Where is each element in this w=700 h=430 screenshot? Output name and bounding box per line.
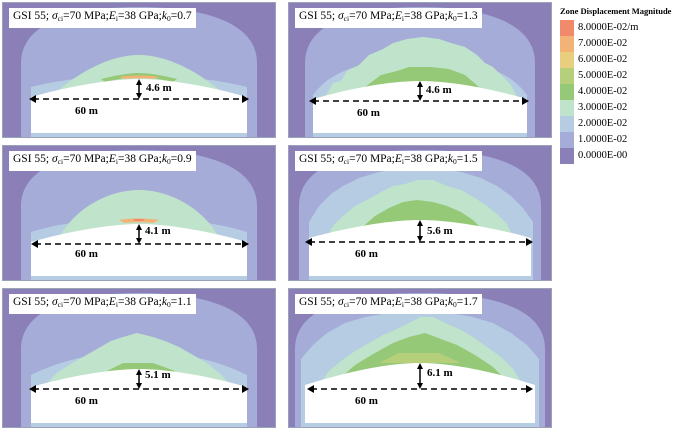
panel-k0-1.3: GSI 55; σci=70 MPa;Ei=38 GPa;k0=1.3 4.6 … <box>288 2 552 138</box>
span-width-label: 60 m <box>75 248 98 260</box>
color-legend: Zone Displacement Magnitude 8.0000E-02/m… <box>556 4 700 184</box>
legend-label: 8.0000E-02/m <box>578 22 639 33</box>
contour-plot <box>289 289 551 427</box>
legend-item: 6.0000E-02 <box>560 52 700 68</box>
panel-k0-1.1: GSI 55; σci=70 MPa;Ei=38 GPa;k0=1.1 5.1 … <box>2 288 276 428</box>
legend-label: 2.0000E-02 <box>578 118 628 129</box>
loosened-height-label: 4.6 m <box>146 82 172 94</box>
legend-label: 6.0000E-02 <box>578 54 628 65</box>
legend-label: 4.0000E-02 <box>578 86 628 97</box>
legend-item: 4.0000E-02 <box>560 84 700 100</box>
panel-label: GSI 55; σci=70 MPa;Ei=38 GPa;k0=0.7 <box>9 8 196 28</box>
span-width-label: 60 m <box>357 107 380 119</box>
legend-swatch <box>560 68 574 84</box>
legend-label: 7.0000E-02 <box>578 38 628 49</box>
legend-swatch <box>560 84 574 100</box>
legend-swatch <box>560 100 574 116</box>
legend-item: 8.0000E-02/m <box>560 20 700 36</box>
legend-title: Zone Displacement Magnitude <box>560 6 672 16</box>
contour-plot <box>289 146 551 280</box>
panel-k0-0.7: GSI 55; σci=70 MPa;Ei=38 GPa;k0=0.7 4.6 … <box>2 2 276 138</box>
legend-label: 5.0000E-02 <box>578 70 628 81</box>
loosened-height-label: 5.6 m <box>427 225 453 237</box>
legend-label: 1.0000E-02 <box>578 134 628 145</box>
legend-swatch <box>560 148 574 164</box>
legend-item: 7.0000E-02 <box>560 36 700 52</box>
legend-label: 3.0000E-02 <box>578 102 628 113</box>
legend-label: 0.0000E-00 <box>578 150 628 161</box>
panel-label: GSI 55; σci=70 MPa;Ei=38 GPa;k0=1.3 <box>295 8 482 28</box>
panel-label: GSI 55; σci=70 MPa;Ei=38 GPa;k0=1.7 <box>295 294 482 314</box>
legend-swatch <box>560 52 574 68</box>
legend-swatch <box>560 36 574 52</box>
panel-k0-1.7: GSI 55; σci=70 MPa;Ei=38 GPa;k0=1.7 6.1 … <box>288 288 552 428</box>
legend-swatch <box>560 20 574 36</box>
contour-plot <box>3 289 275 427</box>
legend-item: 2.0000E-02 <box>560 116 700 132</box>
panel-k0-1.5: GSI 55; σci=70 MPa;Ei=38 GPa;k0=1.5 5.6 … <box>288 145 552 281</box>
span-width-label: 60 m <box>355 395 378 407</box>
span-width-label: 60 m <box>75 105 98 117</box>
legend-item: 3.0000E-02 <box>560 100 700 116</box>
span-width-label: 60 m <box>75 395 98 407</box>
loosened-height-label: 6.1 m <box>427 367 453 379</box>
legend-item: 0.0000E-00 <box>560 148 700 164</box>
legend-item: 5.0000E-02 <box>560 68 700 84</box>
panel-k0-0.9: GSI 55; σci=70 MPa;Ei=38 GPa;k0=0.9 4.1 … <box>2 145 276 281</box>
loosened-height-label: 4.1 m <box>145 225 171 237</box>
loosened-height-label: 5.1 m <box>145 369 171 381</box>
loosened-height-label: 4.6 m <box>426 84 452 96</box>
span-width-label: 60 m <box>355 248 378 260</box>
panel-label: GSI 55; σci=70 MPa;Ei=38 GPa;k0=1.5 <box>295 151 482 171</box>
panel-label: GSI 55; σci=70 MPa;Ei=38 GPa;k0=0.9 <box>9 151 196 171</box>
legend-swatch <box>560 116 574 132</box>
legend-item: 1.0000E-02 <box>560 132 700 148</box>
legend-swatch <box>560 132 574 148</box>
panel-label: GSI 55; σci=70 MPa;Ei=38 GPa;k0=1.1 <box>9 294 196 314</box>
